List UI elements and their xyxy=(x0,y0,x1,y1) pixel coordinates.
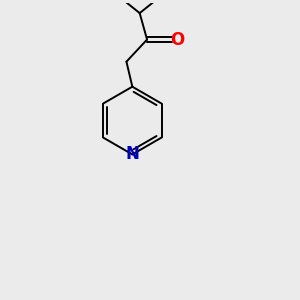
Text: N: N xyxy=(125,146,139,164)
Text: O: O xyxy=(170,31,184,49)
